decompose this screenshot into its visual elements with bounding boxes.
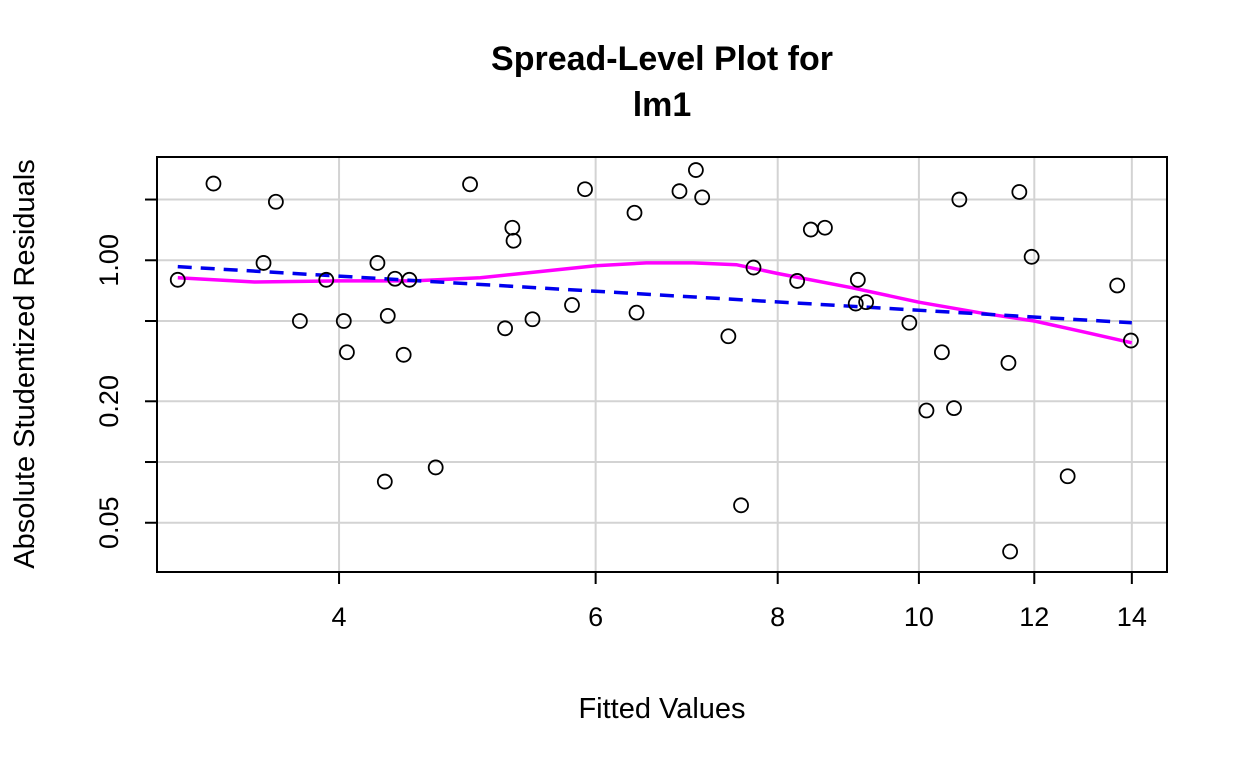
- data-point: [1023, 248, 1040, 265]
- data-point: [745, 259, 762, 276]
- x-tick-label: 10: [904, 602, 934, 632]
- data-point: [933, 344, 950, 361]
- data-point: [802, 221, 819, 238]
- data-point: [504, 219, 521, 236]
- chart-title-line-1: Spread-Level Plot for: [491, 40, 833, 78]
- data-point: [1059, 468, 1076, 485]
- data-point: [1011, 184, 1028, 200]
- data-point: [733, 497, 749, 514]
- data-point: [497, 320, 513, 337]
- data-point: [918, 402, 935, 419]
- data-point: [671, 183, 688, 200]
- data-point: [789, 273, 806, 289]
- x-axis-label: Fitted Values: [578, 693, 745, 725]
- x-tick-label: 8: [770, 602, 785, 632]
- data-point: [291, 313, 308, 329]
- y-tick-label: 0.05: [94, 496, 124, 549]
- data-point: [694, 189, 711, 206]
- data-point: [901, 314, 918, 331]
- data-point: [626, 204, 643, 221]
- points-layer: [169, 162, 1139, 560]
- x-tick-label: 4: [332, 602, 347, 632]
- data-point: [462, 176, 478, 193]
- y-axis: 0.05 0.20 1.00: [94, 198, 157, 549]
- data-point: [847, 295, 864, 312]
- grid-lines: [157, 157, 1167, 572]
- data-point: [951, 191, 968, 208]
- data-point: [505, 232, 522, 249]
- data-point: [1000, 354, 1017, 371]
- data-point: [318, 271, 335, 288]
- data-point: [628, 304, 645, 321]
- data-point: [401, 271, 418, 288]
- data-point: [577, 181, 593, 198]
- data-point: [946, 400, 962, 417]
- data-point: [379, 307, 396, 324]
- data-point: [169, 271, 186, 288]
- data-point: [687, 162, 704, 178]
- chart-title-line-2: lm1: [633, 86, 692, 124]
- data-point: [1002, 543, 1018, 560]
- data-point: [427, 459, 444, 476]
- data-point: [255, 255, 272, 271]
- data-point: [817, 219, 833, 236]
- data-point: [564, 297, 580, 313]
- y-tick-label: 0.20: [94, 375, 124, 428]
- x-tick-label: 14: [1117, 602, 1147, 632]
- data-point: [267, 193, 284, 210]
- data-point: [1109, 277, 1126, 294]
- data-point: [205, 175, 222, 192]
- y-tick-label: 1.00: [94, 234, 124, 287]
- data-point: [1123, 332, 1139, 349]
- data-point: [849, 271, 866, 288]
- y-axis-label: Absolute Studentized Residuals: [9, 159, 41, 568]
- data-point: [335, 313, 352, 329]
- x-axis: 4 6 8 10 12 14: [332, 572, 1147, 632]
- data-point: [524, 311, 541, 328]
- data-point: [858, 294, 875, 311]
- data-point: [395, 346, 412, 363]
- data-point: [720, 328, 737, 345]
- plot-frame: [156, 156, 1168, 573]
- data-point: [339, 344, 355, 361]
- x-tick-label: 12: [1019, 602, 1049, 632]
- data-point: [376, 473, 393, 490]
- data-point: [369, 255, 386, 271]
- x-tick-label: 6: [588, 602, 603, 632]
